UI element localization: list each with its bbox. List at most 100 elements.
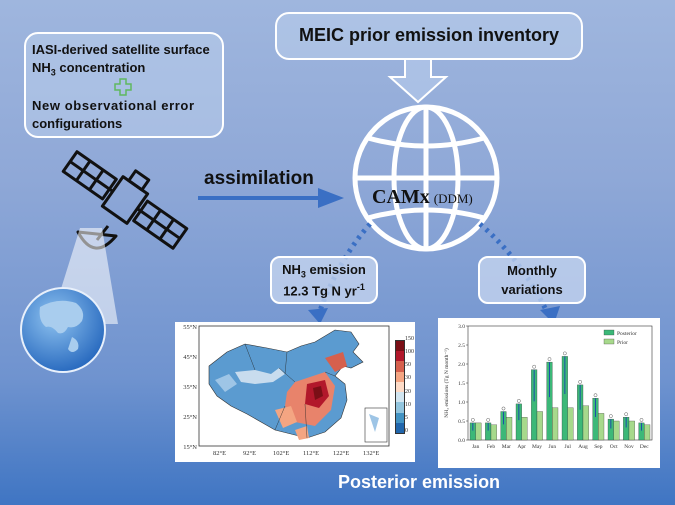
data-point: [609, 414, 613, 418]
data-point: [639, 418, 644, 422]
nh3-emission-line-2: 12.3 Tg N yr-1: [272, 282, 376, 298]
y-axis-label: NH₃ emissions (Tg N month⁻¹): [443, 348, 450, 418]
emission-map: 55°N 45°N 35°N 25°N 15°N 82°E 92°E 102°E 112°E 1…: [175, 322, 415, 462]
y-tick-label: 1.5: [458, 381, 465, 387]
bar-prior: [490, 424, 497, 441]
satellite-line-3: New observational error: [32, 98, 195, 113]
colorbar-segment: [396, 402, 404, 413]
y-tick-label: 1.0: [458, 400, 465, 406]
camx-name: CAMx: [372, 186, 430, 208]
colorbar-segment: [396, 422, 404, 433]
x-tick-label: Feb: [487, 444, 496, 450]
latitude-label: 45°N: [183, 354, 197, 361]
colorbar-segment: [396, 341, 404, 352]
bar-prior: [521, 417, 528, 441]
data-point: [517, 399, 521, 403]
nh3-text: NH: [32, 60, 51, 75]
data-point: [532, 364, 536, 369]
chart-svg: 0.0 0.5 1.0 1.5 2.0 2.5 3.0 NH₃ emissions (Tg N…: [443, 324, 653, 450]
nh3-subscript: 3: [50, 67, 56, 78]
bar-prior: [613, 420, 620, 441]
x-tick-label: Jun: [549, 444, 557, 450]
data-point: [563, 351, 567, 356]
colorbar-segment: [396, 392, 404, 403]
down-arrow-icon: [387, 58, 449, 104]
latitude-label: 35°N: [183, 384, 197, 391]
meic-box: MEIC prior emission inventory: [275, 12, 583, 60]
satellite-input-box: IASI-derived satellite surface NH3 conce…: [24, 32, 224, 138]
colorbar-segment: [396, 351, 404, 362]
latitude-label: 55°N: [183, 324, 197, 331]
emission-total: 12.3 Tg N yr: [283, 283, 357, 299]
data-point: [547, 357, 552, 361]
x-tick-label: Jan: [472, 444, 480, 450]
colorbar-tick-label: 0: [405, 428, 408, 434]
camx-label: CAMx (DDM): [372, 186, 473, 209]
satellite-line-2: NH3 concentration: [32, 60, 145, 78]
colorbar-segment: [396, 361, 404, 372]
longitude-label: 92°E: [243, 450, 257, 457]
assimilation-arrow: [198, 188, 344, 208]
bar-prior: [552, 407, 559, 441]
colorbar-tick-label: 10: [405, 401, 411, 408]
latitude-label: 15°N: [183, 444, 197, 451]
x-tick-label: Aug: [578, 444, 588, 450]
colorbar-tick-label: 20: [405, 388, 411, 395]
colorbar-tick-label: 30: [405, 375, 411, 382]
globe-icon: [352, 104, 500, 252]
bar-posterior: [561, 356, 568, 441]
legend-label-prior: Prior: [617, 340, 628, 346]
y-tick-label: 3.0: [458, 324, 465, 330]
colorbar-tick-label: 50: [405, 362, 411, 369]
monthly-chart: 0.0 0.5 1.0 1.5 2.0 2.5 3.0 NH₃ emissions (Tg N…: [438, 318, 660, 468]
colorbar-segment: [396, 381, 404, 393]
legend-label-posterior: Posterior: [617, 331, 637, 337]
meic-label: MEIC prior emission inventory: [298, 25, 560, 45]
colorbar-segment: [396, 412, 404, 423]
bar-prior: [475, 422, 482, 441]
data-point: [624, 412, 628, 416]
x-tick-label: Dec: [640, 444, 649, 450]
x-tick-label: Nov: [624, 444, 634, 450]
satellite-line-1: IASI-derived satellite surface: [32, 42, 210, 57]
nh3-emission-line-1: NH3 emission: [272, 262, 376, 280]
legend-swatch-posterior: [603, 329, 615, 336]
bar-prior: [644, 424, 651, 441]
monthly-variations-box: Monthly variations: [478, 256, 586, 304]
colorbar-tick-label: 5: [405, 414, 408, 421]
bar-prior: [567, 407, 574, 441]
bar-prior: [506, 417, 513, 441]
y-tick-label: 2.5: [458, 343, 465, 349]
assimilation-label: assimilation: [204, 168, 314, 189]
emission-label: emission: [305, 262, 366, 277]
x-tick-label: Oct: [610, 444, 618, 450]
monthly-line-2: variations: [501, 282, 563, 297]
nh3-label: NH: [282, 262, 301, 277]
posterior-emission-label: Posterior emission: [338, 472, 501, 492]
x-tick-label: Mar: [502, 444, 511, 450]
emission-unit-exponent: -1: [356, 282, 365, 292]
map-svg: [198, 325, 390, 447]
x-tick-label: Sep: [594, 444, 603, 450]
data-point: [501, 406, 506, 411]
y-tick-label: 2.0: [458, 362, 465, 368]
satellite-line-4: configurations: [32, 116, 123, 131]
data-point: [593, 393, 598, 397]
data-point: [486, 418, 490, 422]
longitude-label: 132°E: [363, 450, 380, 457]
data-point: [471, 418, 475, 422]
x-tick-label: Apr: [517, 444, 526, 450]
bar-prior: [536, 411, 543, 441]
y-tick-label: 0.5: [458, 419, 465, 425]
latitude-label: 25°N: [183, 414, 197, 421]
data-point: [578, 380, 582, 384]
longitude-label: 112°E: [303, 450, 320, 457]
colorbar-tick-label: 150: [405, 336, 414, 342]
monthly-line-1: Monthly: [507, 263, 557, 278]
bar-prior: [628, 420, 635, 441]
earth-icon: [20, 287, 106, 373]
x-tick-label: Jul: [564, 444, 571, 450]
nh3-label-subscript: 3: [300, 269, 306, 280]
colorbar: [395, 340, 405, 434]
